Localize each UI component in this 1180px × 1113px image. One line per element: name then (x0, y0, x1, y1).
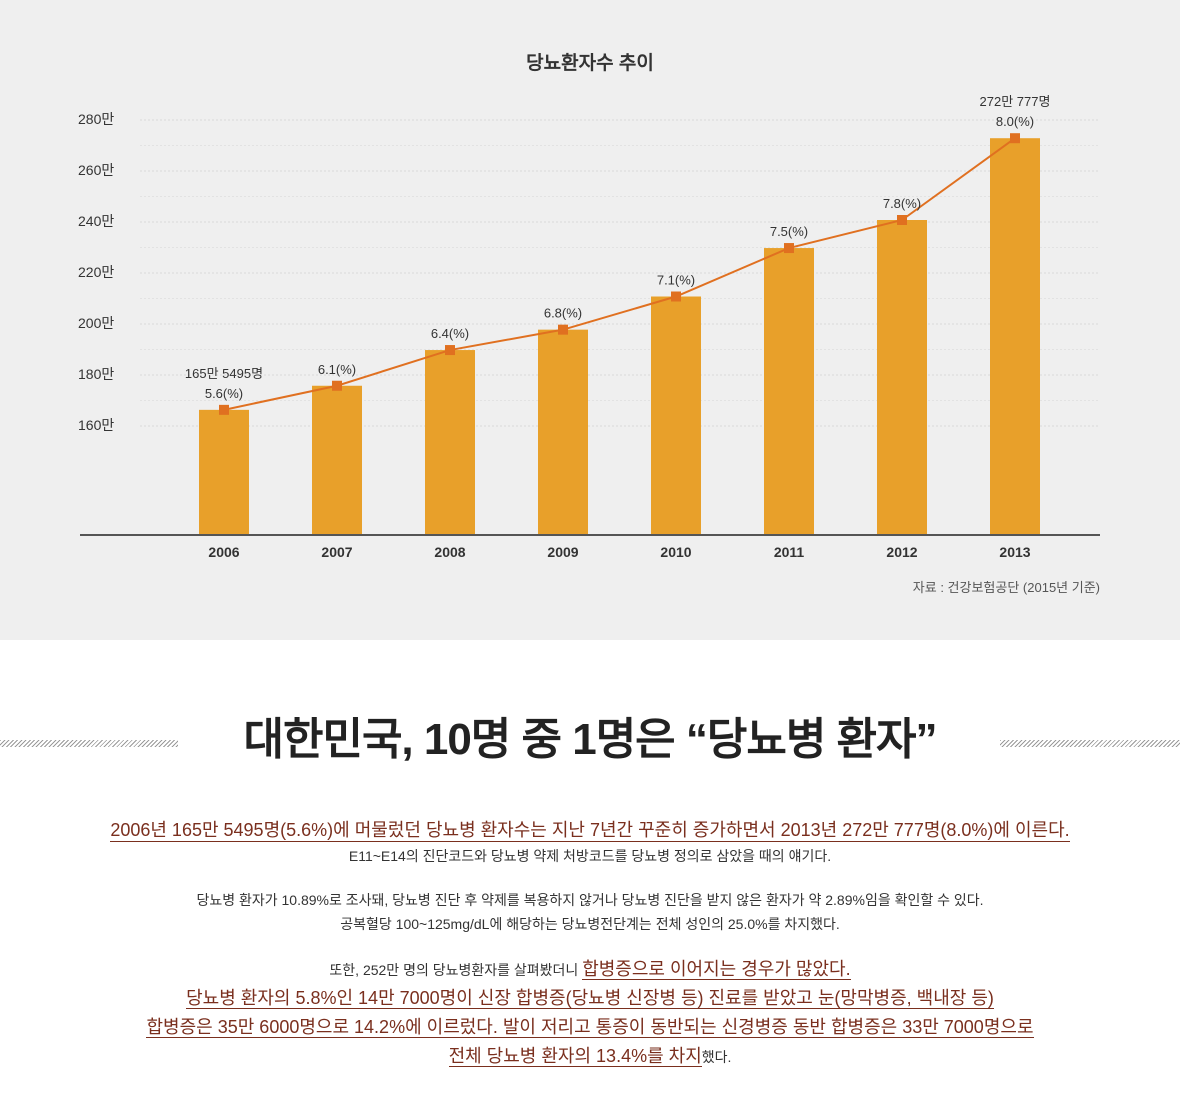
percent-label: 7.1(%) (657, 273, 695, 288)
article-paragraph-7-tail: 했다. (701, 1049, 732, 1065)
headline-row: 대한민국, 10명 중 1명은 “당뇨병 환자” (0, 710, 1180, 770)
x-tick-label: 2012 (886, 544, 917, 560)
x-tick-label: 2008 (434, 544, 465, 560)
line-point (558, 324, 568, 335)
line-point (332, 380, 342, 391)
x-tick-label: 2010 (660, 544, 691, 560)
line-point (445, 345, 455, 356)
percent-label: 5.6(%) (205, 386, 243, 401)
count-label: 272만 777명 (980, 94, 1051, 109)
x-tick-label: 2006 (208, 544, 239, 560)
bar (425, 350, 475, 535)
y-tick-label: 180만 (78, 366, 114, 382)
article-paragraph-7: 전체 당뇨병 환자의 13.4%를 차지했다. (0, 1042, 1180, 1068)
line-point (219, 404, 229, 415)
x-tick-label: 2007 (321, 544, 352, 560)
percent-label: 7.5(%) (770, 224, 808, 239)
bar (877, 220, 927, 535)
percent-label: 6.4(%) (431, 326, 469, 341)
bar (312, 385, 362, 535)
line-point (671, 291, 681, 302)
article-paragraph-4-plain: 또한, 252만 명의 당뇨병환자를 살펴봤더니 (329, 962, 583, 978)
chart-title: 당뇨환자수 추이 (526, 53, 654, 74)
hatch-decoration-right (1000, 740, 1180, 747)
percent-label: 6.8(%) (544, 306, 582, 321)
x-tick-label: 2009 (547, 544, 578, 560)
line-point (784, 243, 794, 254)
article-paragraph-1: E11~E14의 진단코드와 당뇨병 약제 처방코드를 당뇨병 정의로 삼았을 … (348, 848, 832, 864)
article-lead: 2006년 165만 5495명(5.6%)에 머물렀던 당뇨병 환자수는 지난… (0, 816, 1180, 842)
article-paragraph-7-highlight: 전체 당뇨병 환자의 13.4%를 차지 (448, 1046, 702, 1067)
trend-line (223, 137, 1016, 411)
article-paragraph-2: 당뇨병 환자가 10.89%로 조사돼, 당뇨병 진단 후 약제를 복용하지 않… (196, 892, 984, 908)
bar (990, 138, 1040, 536)
hatch-decoration-left (0, 740, 178, 747)
y-tick-label: 280만 (78, 111, 114, 127)
article-paragraph-5-text: 당뇨병 환자의 5.8%인 14만 7000명이 신장 합병증(당뇨병 신장병 … (186, 988, 994, 1009)
y-tick-label: 260만 (78, 162, 114, 178)
bar (764, 248, 814, 536)
headline: 대한민국, 10명 중 1명은 “당뇨병 환자” (243, 715, 938, 764)
y-tick-label: 220만 (78, 264, 114, 280)
bar (651, 296, 701, 535)
bar (199, 409, 249, 535)
count-label: 165만 5495명 (185, 366, 263, 381)
line-point (897, 215, 907, 225)
article-paragraph-6-text: 합병증은 35만 6000명으로 14.2%에 이르렀다. 발이 저리고 통증이… (146, 1017, 1034, 1038)
article-lead-text: 2006년 165만 5495명(5.6%)에 머물렀던 당뇨병 환자수는 지난… (110, 820, 1070, 842)
article-paragraph-3: 공복혈당 100~125mg/dL에 해당하는 당뇨병전단계는 전체 성인의 2… (340, 916, 840, 932)
y-tick-label: 160만 (78, 417, 114, 433)
y-tick-label: 240만 (78, 213, 114, 229)
chart-svg: 280만 260만 240만 220만 200만 180만 160만 2006 2007 2008… (78, 94, 1100, 560)
x-tick-label: 2011 (774, 544, 805, 560)
percent-label: 6.1(%) (318, 362, 356, 377)
article-paragraph-5: 당뇨병 환자의 5.8%인 14만 7000명이 신장 합병증(당뇨병 신장병 … (0, 984, 1180, 1010)
percent-label: 8.0(%) (996, 114, 1034, 129)
bar (538, 329, 588, 535)
y-tick-label: 200만 (78, 315, 114, 331)
article-paragraph-6: 합병증은 35만 6000명으로 14.2%에 이르렀다. 발이 저리고 통증이… (0, 1013, 1180, 1039)
line-point (1010, 133, 1020, 144)
article-paragraph-4: 또한, 252만 명의 당뇨병환자를 살펴봤더니 합병증으로 이어지는 경우가 … (0, 956, 1180, 983)
chart-panel: 당뇨환자수 추이 280만 260만 240만 220만 200만 180만 160만 200… (0, 0, 1180, 640)
article-paragraph-4-highlight: 합병증으로 이어지는 경우가 많았다. (582, 959, 851, 980)
source-note: 자료 : 건강보험공단 (2015년 기준) (912, 580, 1100, 595)
x-tick-label: 2013 (999, 544, 1030, 560)
percent-label: 7.8(%) (883, 196, 921, 211)
